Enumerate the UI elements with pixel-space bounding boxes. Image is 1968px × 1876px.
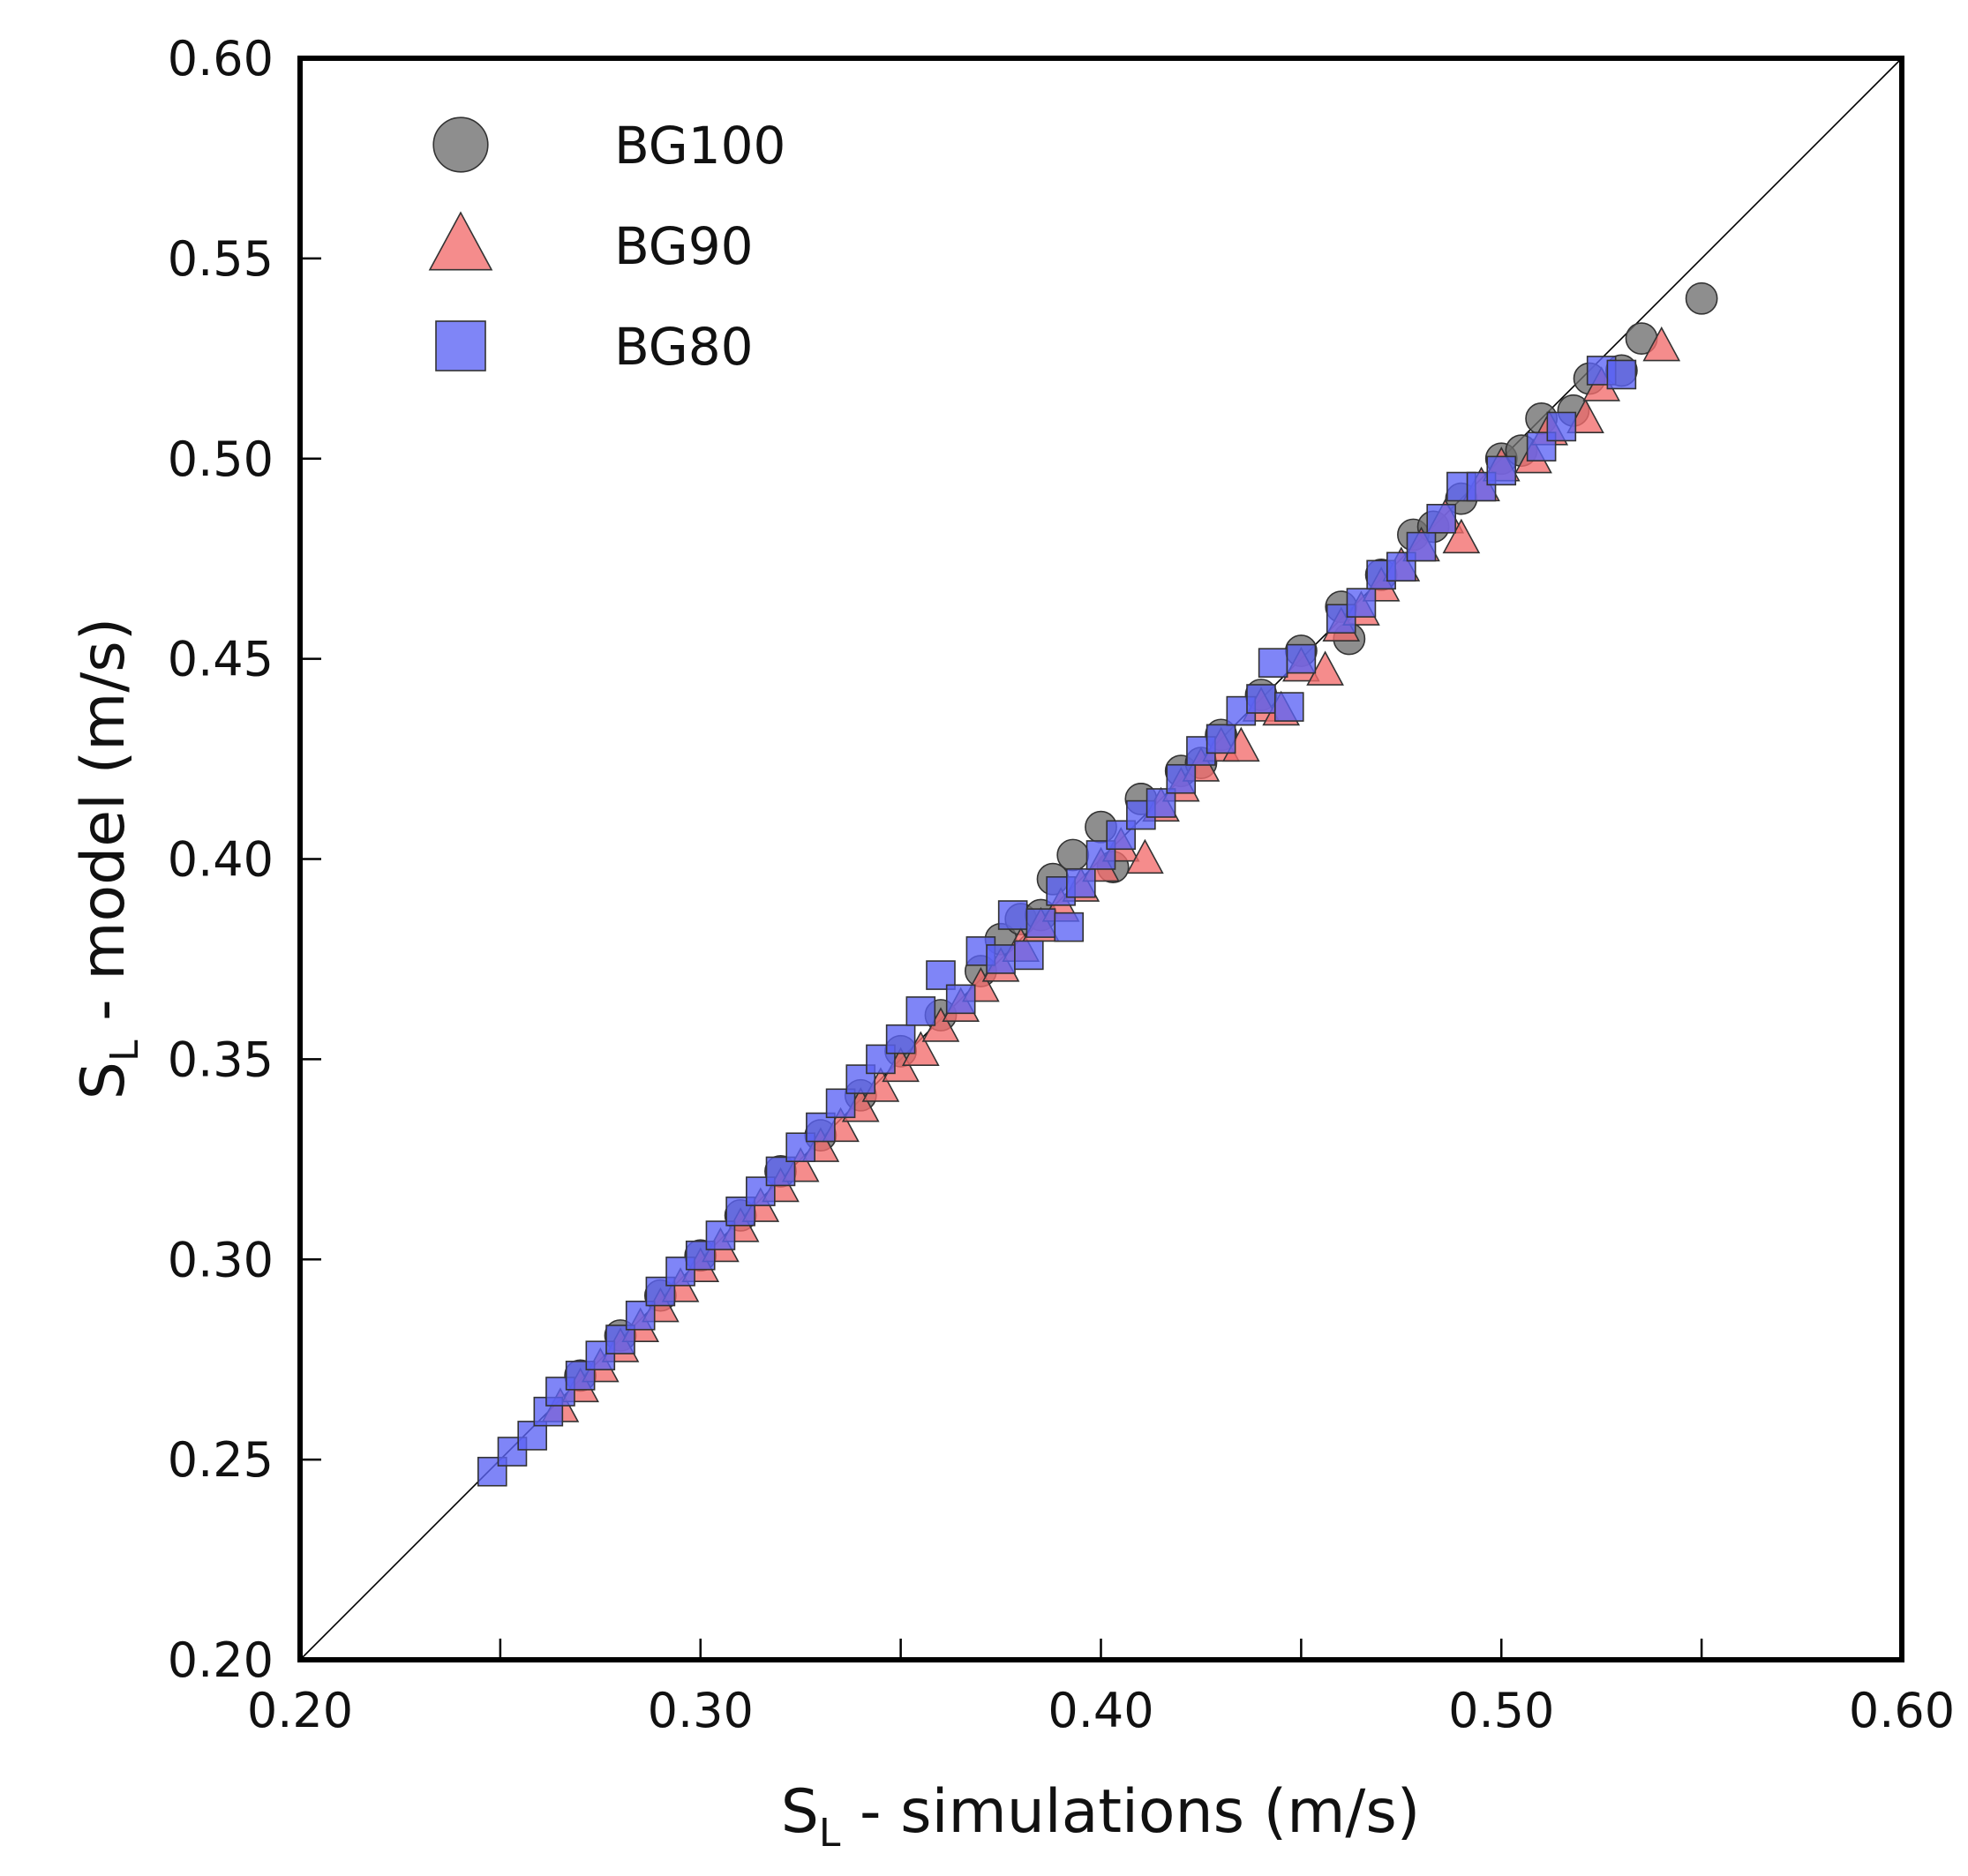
- data-point-bg80: [1246, 684, 1276, 714]
- data-point-bg80: [1066, 867, 1096, 898]
- y-axis-title-main: S: [69, 1062, 139, 1099]
- legend-item-bg80: BG80: [435, 317, 754, 377]
- data-point-bg80: [1406, 531, 1437, 562]
- data-point-bg80: [997, 900, 1028, 930]
- data-point-bg80: [866, 1044, 896, 1075]
- data-point-bg80: [1286, 643, 1317, 674]
- data-point-bg80: [945, 984, 976, 1015]
- data-point-bg80: [665, 1257, 695, 1287]
- data-point-bg80: [1426, 504, 1456, 534]
- data-point-bg80: [1014, 940, 1044, 971]
- y-tick-label: 0.50: [168, 431, 274, 487]
- data-point-bg80: [1106, 820, 1136, 851]
- data-point-bg80: [905, 996, 936, 1026]
- series-layer: [477, 281, 1718, 1487]
- data-point-bg100: [1056, 838, 1090, 872]
- y-axis-title-subscript: L: [102, 1039, 147, 1062]
- x-tick-label: 0.20: [247, 1683, 353, 1738]
- data-point-bg80: [497, 1437, 528, 1467]
- data-point-bg90: [1442, 518, 1481, 554]
- y-tick-label: 0.40: [168, 832, 274, 888]
- x-tick-label: 0.30: [648, 1683, 754, 1738]
- legend-item-bg90: BG90: [428, 211, 754, 276]
- data-point-bg80: [1486, 455, 1517, 486]
- tick-layer: 0.20 0.30 0.40 0.50 0.60 0.20 0.25 0.30 0.35 0.40…: [168, 31, 1955, 1738]
- y-tick-label: 0.25: [168, 1432, 274, 1488]
- data-point-bg80: [1546, 411, 1577, 442]
- data-point-bg80: [1606, 359, 1637, 390]
- data-point-bg80: [1166, 763, 1197, 794]
- legend-label-bg80: BG80: [614, 317, 754, 377]
- y-tick-label: 0.35: [168, 1032, 274, 1087]
- legend-item-bg100: BG100: [432, 116, 785, 176]
- x-tick-label: 0.50: [1448, 1683, 1554, 1738]
- data-point-bg80: [1054, 912, 1084, 942]
- legend-label-bg90: BG90: [614, 216, 754, 276]
- data-point-bg90: [1126, 838, 1164, 874]
- y-tick-label: 0.55: [168, 231, 274, 287]
- x-axis-title-subscript: L: [819, 1811, 841, 1856]
- data-point-bg80: [986, 944, 1016, 974]
- y-tick-label: 0.30: [168, 1232, 274, 1287]
- y-axis-title: SL - model (m/s): [69, 618, 147, 1099]
- y-axis-title-rest: - model (m/s): [69, 618, 139, 1040]
- data-point-bg80: [1206, 724, 1236, 754]
- data-point-bg100: [1685, 281, 1718, 315]
- legend-marker-bg80: [435, 320, 486, 371]
- legend-marker-bg90: [428, 211, 493, 271]
- data-point-bg90: [1566, 398, 1604, 434]
- legend-label-bg100: BG100: [614, 116, 785, 176]
- x-axis-title: SL - simulations (m/s): [781, 1777, 1421, 1856]
- data-point-bg80: [1346, 588, 1377, 618]
- legend-marker-bg100: [432, 116, 489, 173]
- x-tick-label: 0.40: [1048, 1683, 1153, 1738]
- data-point-bg80: [1386, 552, 1416, 582]
- y-tick-label: 0.60: [168, 31, 274, 86]
- data-point-bg80: [1273, 692, 1304, 722]
- legend: BG100 BG90 BG80: [428, 116, 785, 377]
- y-tick-label: 0.45: [168, 632, 274, 687]
- data-point-bg80: [1258, 648, 1288, 678]
- x-axis-title-rest: - simulations (m/s): [840, 1777, 1420, 1847]
- data-point-bg90: [1306, 650, 1344, 686]
- y-tick-label: 0.20: [168, 1632, 274, 1688]
- data-point-bg90: [1642, 326, 1681, 362]
- series-bg80: [477, 356, 1637, 1487]
- data-point-bg80: [885, 1024, 916, 1054]
- x-axis-title-main: S: [781, 1777, 819, 1847]
- data-point-bg80: [1025, 908, 1056, 938]
- x-tick-label: 0.60: [1849, 1683, 1955, 1738]
